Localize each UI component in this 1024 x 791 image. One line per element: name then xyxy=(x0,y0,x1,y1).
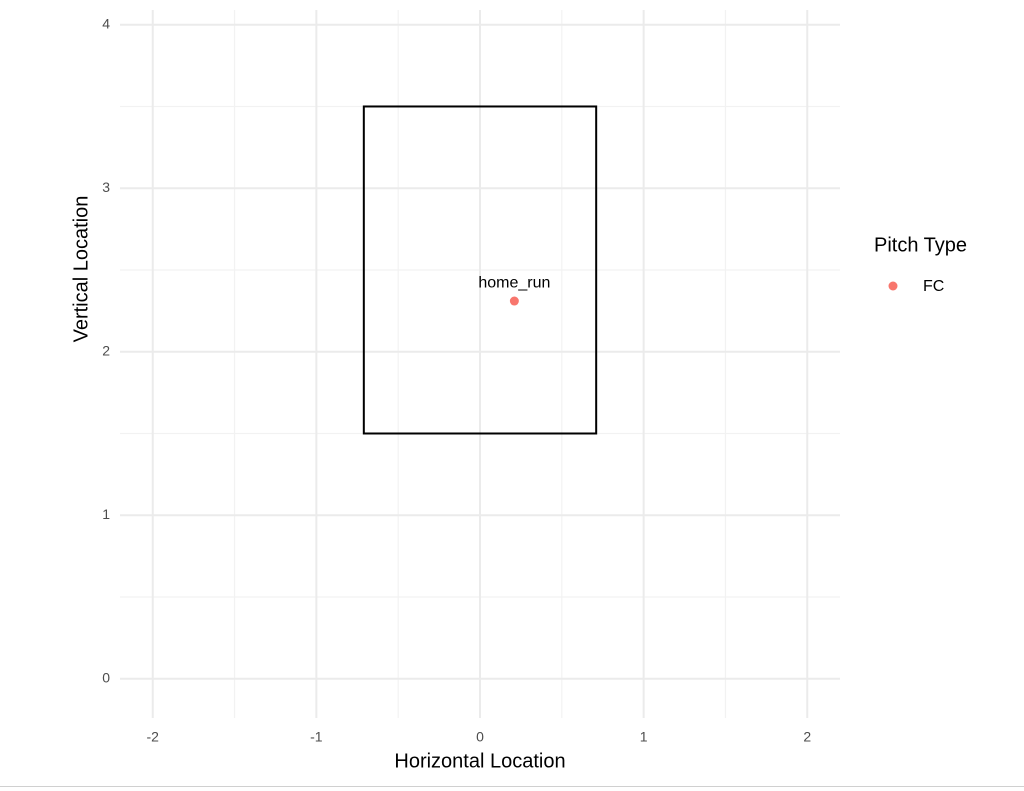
y-tick-label: 1 xyxy=(102,506,110,522)
strike-zone xyxy=(362,105,598,435)
y-tick-label: 2 xyxy=(102,342,110,358)
point-label: home_run xyxy=(478,274,550,291)
legend-label: FC xyxy=(923,278,944,295)
bottom-border xyxy=(0,786,1024,787)
x-tick-label: 2 xyxy=(803,729,811,745)
x-axis-title: Horizontal Location xyxy=(394,750,565,772)
x-tick-label: 1 xyxy=(640,729,648,745)
x-tick-label: 0 xyxy=(476,729,484,745)
point xyxy=(509,296,519,306)
x-tick-label: -1 xyxy=(310,729,323,745)
y-tick-label: 3 xyxy=(102,179,110,195)
legend-title: Pitch Type xyxy=(874,234,967,256)
legend-marker xyxy=(888,281,898,291)
y-axis-title: Vertical Location xyxy=(70,196,92,343)
x-tick-label: -2 xyxy=(147,729,160,745)
y-tick-label: 0 xyxy=(102,669,110,685)
y-tick-label: 4 xyxy=(102,15,110,31)
